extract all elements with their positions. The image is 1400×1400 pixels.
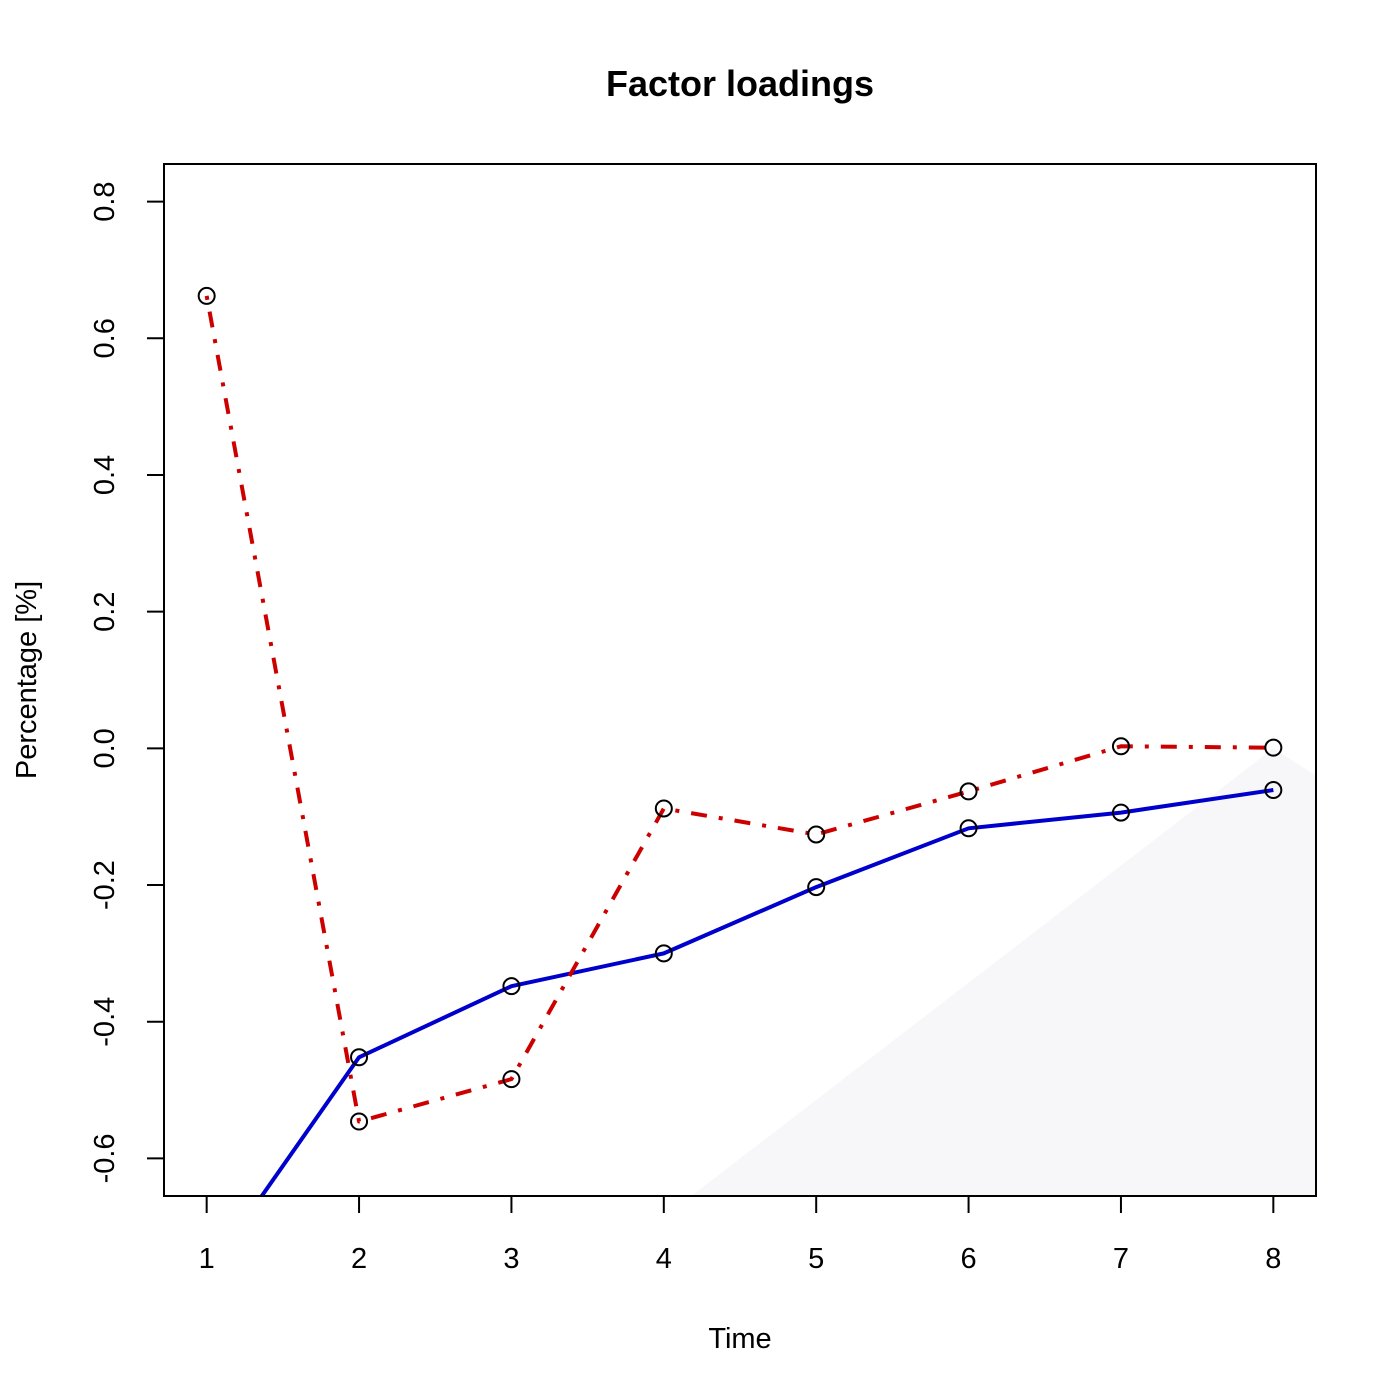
series-2-point [197,286,216,305]
series-1-point [1111,803,1130,822]
x-tick-label: 7 [1113,1243,1129,1275]
y-axis-label: Percentage [%] [11,581,43,779]
plot-region [197,286,1316,1196]
x-tick-label: 5 [808,1243,824,1275]
series-line-1 [259,788,1274,1196]
y-tick-label: 0.6 [89,318,121,358]
y-axis: -0.6 -0.4 -0.2 0.0 0.2 0.4 0.6 0.8 [89,181,165,1183]
series-1-point [807,878,826,897]
series-2-point [959,782,978,801]
series-1-point [654,944,673,963]
chart-title: Factor loadings [606,63,874,104]
x-tick-label: 4 [656,1243,672,1275]
series-2-point [807,825,826,844]
series-2-point [1264,738,1283,757]
background-shading [691,748,1316,1196]
y-tick-label: 0.0 [89,728,121,768]
x-axis: 1 2 3 4 5 6 7 8 [199,1195,1281,1275]
series-1-point [350,1048,369,1067]
x-tick-label: 1 [199,1243,215,1275]
y-tick-label: 0.8 [89,181,121,221]
y-tick-label: 0.4 [89,455,121,495]
series-2-point [350,1112,369,1131]
series-2-point [502,1070,521,1089]
x-tick-label: 3 [503,1243,519,1275]
x-axis-label: Time [708,1323,771,1355]
series-2-point [654,799,673,818]
y-tick-label: -0.2 [89,860,121,910]
y-tick-label: -0.6 [89,1133,121,1183]
x-tick-label: 6 [961,1243,977,1275]
series-1-point [959,819,978,838]
series-1-point [502,977,521,996]
y-tick-label: 0.2 [89,591,121,631]
series-2-point [1111,737,1130,756]
series-1-point [1264,781,1283,800]
series-line-2 [204,295,1274,1124]
y-tick-label: -0.4 [89,997,121,1047]
x-tick-label: 2 [351,1243,367,1275]
x-tick-label: 8 [1265,1243,1281,1275]
series-layer [197,286,1283,1196]
